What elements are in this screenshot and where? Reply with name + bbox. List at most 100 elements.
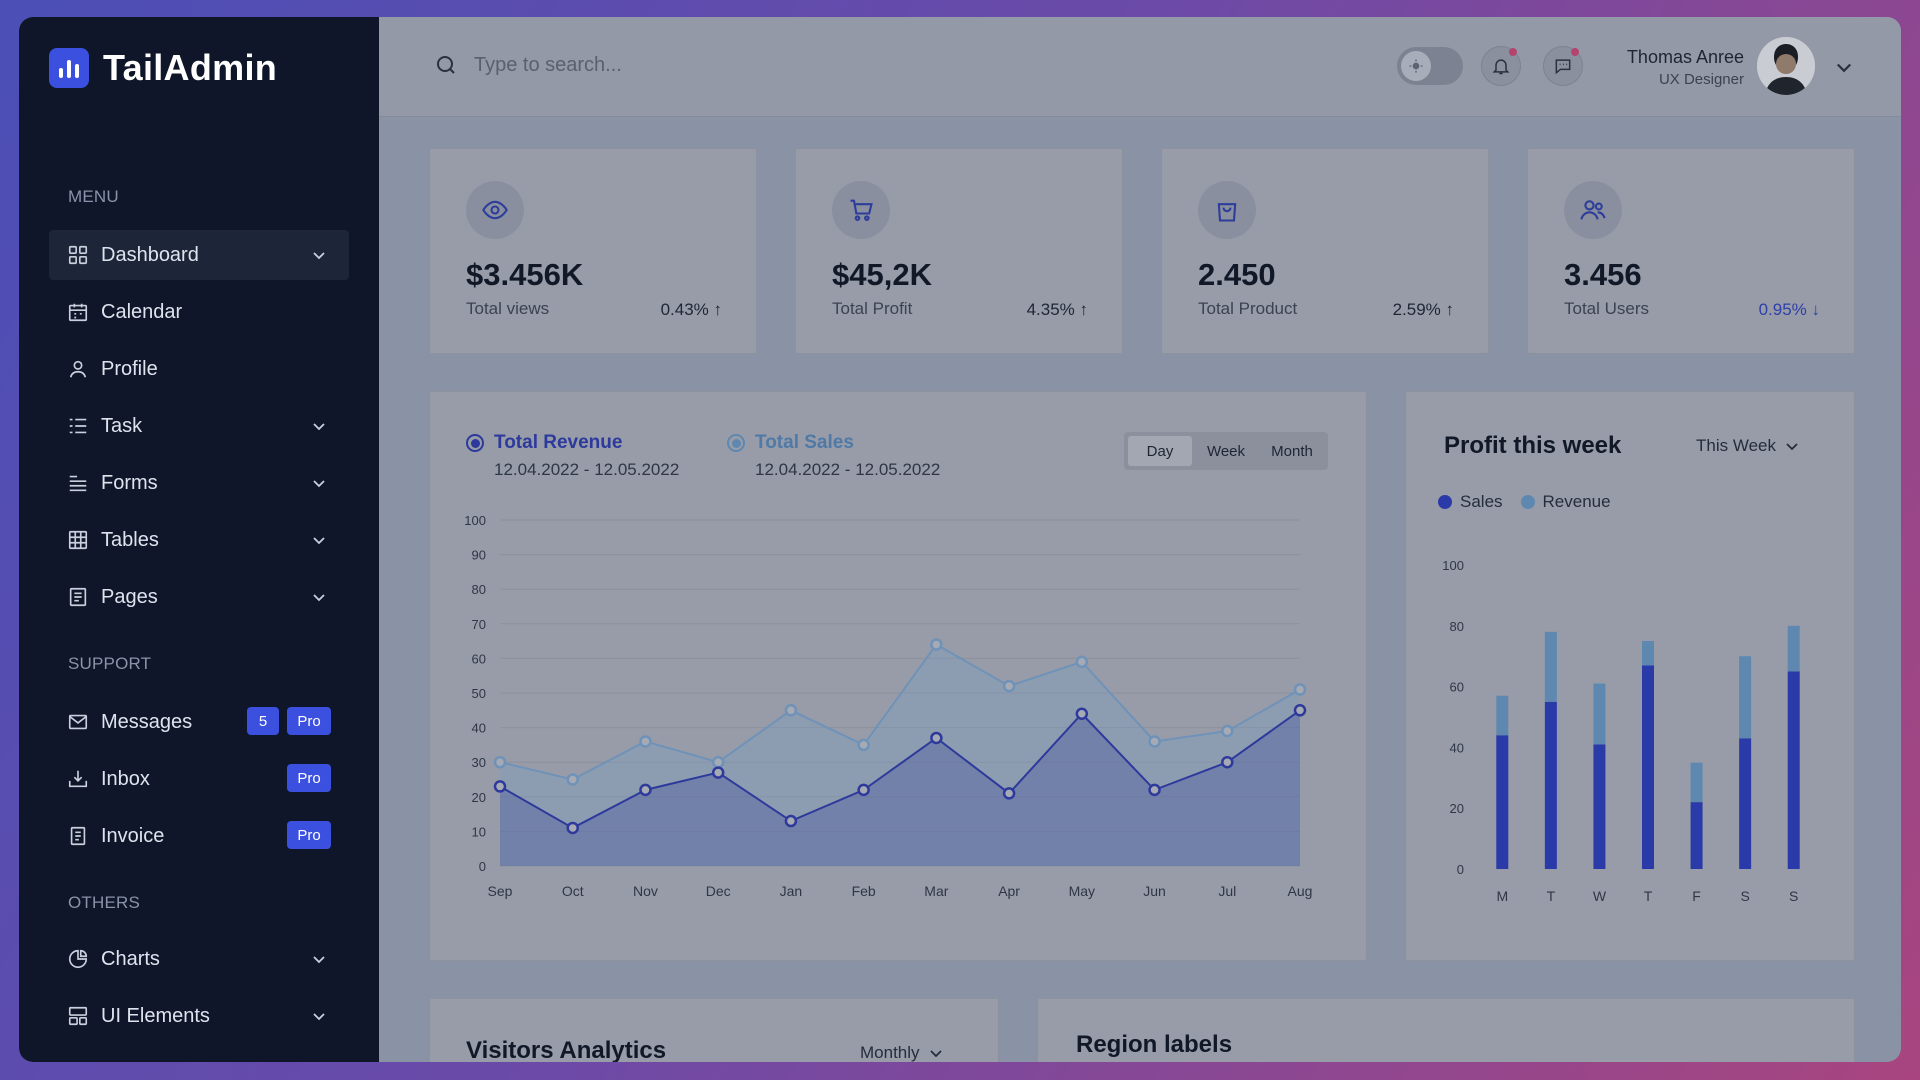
notification-dot	[1509, 48, 1517, 56]
bar-segment	[1739, 656, 1752, 739]
region-card-title: Region labels	[1076, 1031, 1233, 1058]
table-icon	[68, 530, 88, 550]
pro-badge: Pro	[287, 707, 331, 735]
data-point	[711, 766, 725, 779]
chevron-down-icon	[313, 423, 325, 431]
pro-badge: Pro	[287, 821, 331, 849]
region-labels-card: Region labels	[1037, 998, 1855, 1062]
data-point	[566, 821, 579, 835]
data-point	[493, 780, 507, 793]
visitors-period-dropdown[interactable]: Monthly	[860, 1043, 944, 1062]
arrow-up-icon: ↑	[1079, 300, 1089, 319]
user-name[interactable]: Thomas Anree	[1626, 47, 1744, 67]
sidebar-item-messages[interactable]: Messages	[49, 697, 349, 747]
profit-bar-chart: 0 20 40 60 80 100 M T W T F S S	[1442, 558, 1800, 904]
legend-revenue[interactable]: Revenue	[1520, 492, 1611, 512]
x-tick-label: T	[1547, 888, 1556, 904]
brand[interactable]: TailAdmin	[49, 47, 277, 89]
x-tick-label: S	[1740, 888, 1749, 904]
x-tick-label: Jul	[1218, 883, 1236, 899]
data-point	[1002, 787, 1016, 800]
x-tick-label: May	[1069, 883, 1095, 899]
grid-icon	[68, 245, 88, 265]
dark-mode-toggle[interactable]	[1397, 47, 1463, 85]
profit-card-title: Profit this week	[1444, 432, 1622, 459]
bar-segment	[1787, 671, 1800, 869]
stat-value: 2.450	[1198, 257, 1276, 292]
search-input[interactable]: Type to search...	[474, 53, 622, 76]
visitors-card-title: Visitors Analytics	[466, 1037, 667, 1062]
user-role: UX Designer	[1658, 71, 1744, 88]
support-group-label: SUPPORT	[68, 654, 152, 673]
bar-segment	[1593, 683, 1606, 745]
sidebar-item-charts[interactable]: Charts	[49, 934, 349, 984]
legend-swatch	[1438, 495, 1452, 509]
sidebar-item-label: Invoice	[101, 824, 165, 847]
sidebar-item-ui-elements[interactable]: UI Elements	[49, 991, 349, 1041]
messages-button[interactable]	[1543, 46, 1583, 86]
sidebar-item-dashboard[interactable]: Dashboard	[49, 230, 349, 280]
sidebar-item-label: Task	[101, 414, 143, 437]
x-tick-label: S	[1789, 888, 1798, 904]
tab-day[interactable]: Day	[1128, 436, 1192, 466]
legend-date-range: 12.04.2022 - 12.05.2022	[494, 460, 680, 479]
data-point	[857, 783, 870, 797]
message-dot	[1571, 48, 1579, 56]
arrow-down-icon: ↓	[1811, 300, 1821, 319]
sidebar-item-calendar[interactable]: Calendar	[49, 287, 349, 337]
bar-segment	[1642, 665, 1654, 869]
cart-icon	[832, 181, 890, 239]
sidebar-item-inbox[interactable]: Inbox	[49, 754, 349, 804]
sidebar-item-profile[interactable]: Profile	[49, 344, 349, 394]
series-line	[499, 643, 1301, 781]
chevron-down-icon[interactable]	[1834, 57, 1854, 77]
bar-segment	[1496, 735, 1509, 869]
data-point	[1293, 704, 1307, 717]
legend-sales[interactable]: Sales	[1438, 492, 1503, 512]
bar-segment	[1642, 641, 1654, 666]
sidebar-item-pages[interactable]: Pages	[49, 572, 349, 622]
pro-badge: Pro	[287, 764, 331, 792]
data-point	[1148, 735, 1161, 748]
y-tick-label: 60	[472, 651, 486, 666]
legend-total-sales[interactable]: Total Sales 12.04.2022 - 12.05.2022	[727, 432, 940, 480]
stat-value: 3.456	[1564, 257, 1642, 292]
forms-icon	[69, 475, 87, 492]
stat-label: Total Users	[1564, 299, 1650, 318]
search-bar[interactable]: Type to search...	[434, 53, 622, 77]
sidebar-item-label: Charts	[101, 947, 160, 970]
data-point	[1293, 683, 1307, 696]
mail-icon	[68, 714, 88, 730]
bag-icon	[1198, 181, 1256, 239]
tab-month[interactable]: Month	[1271, 442, 1313, 460]
stat-card-product: 2.450 Total Product 2.59% ↑	[1161, 148, 1489, 354]
sidebar-item-label: UI Elements	[101, 1004, 210, 1027]
x-tick-label: W	[1593, 888, 1607, 904]
profit-legend: Sales Revenue	[1438, 492, 1611, 512]
logo-icon	[49, 48, 89, 88]
sidebar-item-task[interactable]: Task	[49, 401, 349, 451]
legend-total-revenue[interactable]: Total Revenue 12.04.2022 - 12.05.2022	[466, 432, 679, 480]
avatar[interactable]	[1757, 37, 1815, 95]
x-tick-label: M	[1496, 888, 1508, 904]
sidebar-item-forms[interactable]: Forms	[49, 458, 349, 508]
x-tick-label: Oct	[562, 883, 584, 899]
users-icon	[1564, 181, 1622, 239]
bar-segment	[1496, 695, 1509, 736]
tab-week[interactable]: Week	[1206, 442, 1246, 460]
period-dropdown[interactable]: This Week	[1696, 436, 1800, 456]
revenue-area-chart: 0 10 20 30 40 50 60 70 80 90 100 Sep Oct Nov Dec Jan Feb…	[464, 513, 1312, 899]
sidebar-item-label: Dashboard	[101, 243, 199, 266]
notifications-button[interactable]	[1481, 46, 1521, 86]
sidebar-item-tables[interactable]: Tables	[49, 515, 349, 565]
sidebar-item-label: Tables	[101, 528, 159, 551]
stat-change: 4.35% ↑	[1026, 300, 1089, 319]
sidebar-item-invoice[interactable]: Invoice	[49, 811, 349, 861]
profit-chart-card: Profit this week This Week Sales Revenue…	[1405, 391, 1855, 961]
bar-segment	[1593, 744, 1606, 869]
sidebar-item-label: Messages	[101, 710, 193, 733]
inbox-icon	[68, 770, 88, 788]
sidebar-item-label: Profile	[101, 357, 158, 380]
sidebar-item-label: Inbox	[101, 767, 150, 790]
stat-card-users: 3.456 Total Users 0.95% ↓	[1527, 148, 1855, 354]
